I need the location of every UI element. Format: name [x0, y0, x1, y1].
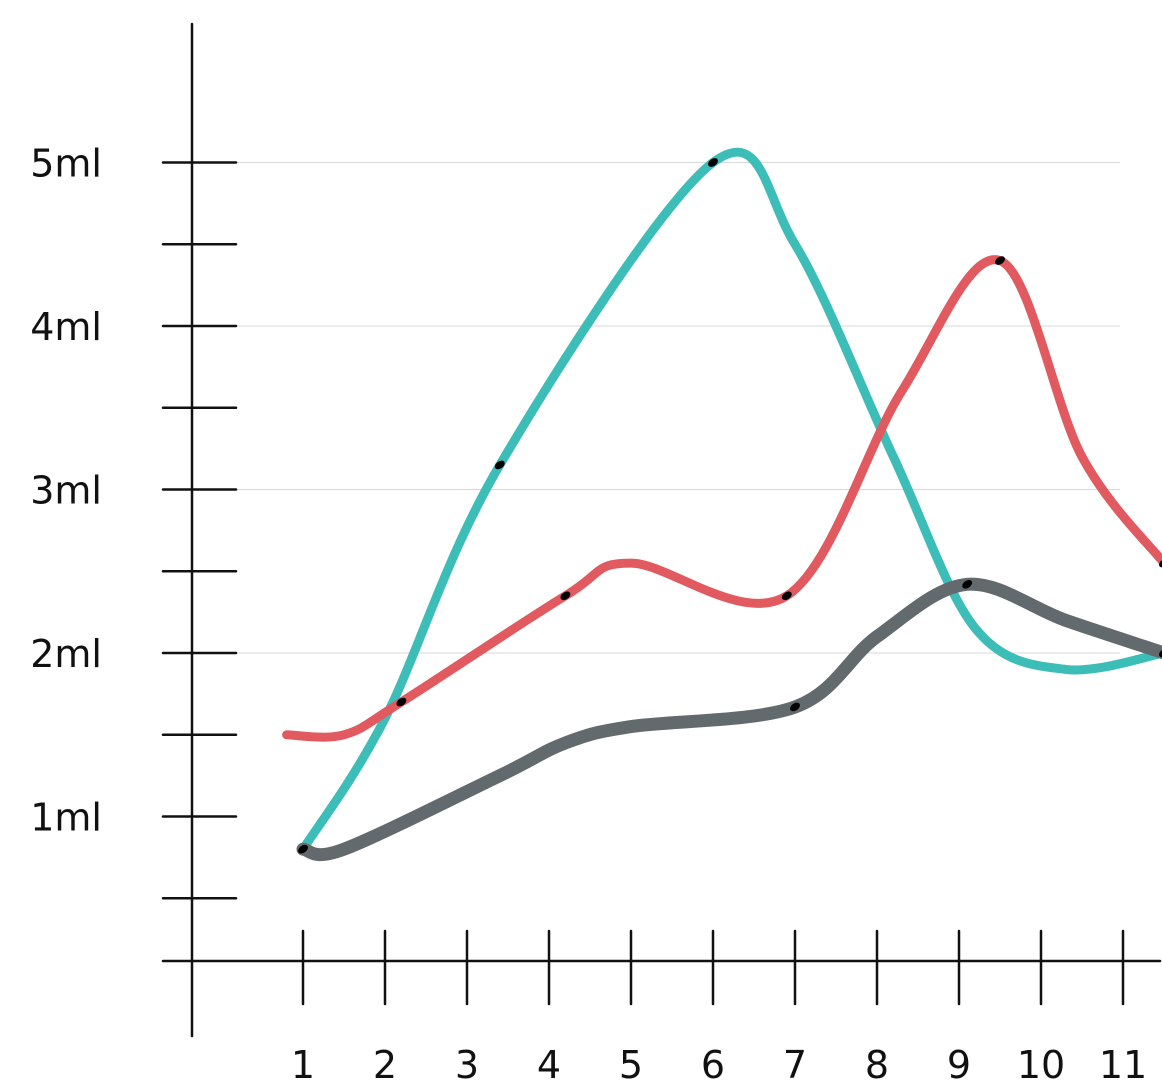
data-markers [298, 158, 1162, 854]
y-tick-label: 2ml [30, 632, 102, 676]
x-tick-label: 11 [1099, 1043, 1147, 1082]
y-tick-label: 4ml [30, 305, 102, 349]
series-line-1 [298, 147, 1162, 854]
data-point-marker [781, 591, 792, 601]
tick-labels: 1ml 2ml 3ml 4ml 5ml 1 2 3 4 5 6 7 8 9 10 11 [30, 142, 1147, 1082]
data-point-marker [962, 580, 973, 589]
data-point-marker [494, 460, 505, 470]
series-line-3 [296, 577, 1162, 862]
x-tick-label: 3 [455, 1043, 479, 1082]
axis-ticks [161, 161, 1125, 1006]
series-lines [282, 147, 1162, 862]
x-tick-label: 1 [291, 1043, 315, 1082]
data-point-marker [560, 591, 571, 601]
data-point-marker [396, 697, 407, 707]
data-point-marker [790, 702, 800, 712]
x-tick-label: 7 [783, 1043, 807, 1082]
data-point-marker [995, 256, 1005, 265]
y-tick-label: 3ml [30, 469, 102, 513]
axes [161, 22, 1162, 1038]
x-tick-label: 9 [947, 1043, 971, 1082]
gridlines [236, 162, 1120, 654]
x-tick-label: 4 [537, 1043, 561, 1082]
data-point-marker [708, 158, 718, 167]
data-point-marker [298, 844, 308, 854]
x-tick-label: 6 [701, 1043, 725, 1082]
x-tick-label: 10 [1017, 1043, 1065, 1082]
y-tick-label: 5ml [30, 142, 102, 186]
x-tick-label: 8 [865, 1043, 889, 1082]
x-tick-label: 2 [373, 1043, 397, 1082]
x-tick-label: 5 [619, 1043, 643, 1082]
y-tick-label: 1ml [30, 796, 102, 840]
